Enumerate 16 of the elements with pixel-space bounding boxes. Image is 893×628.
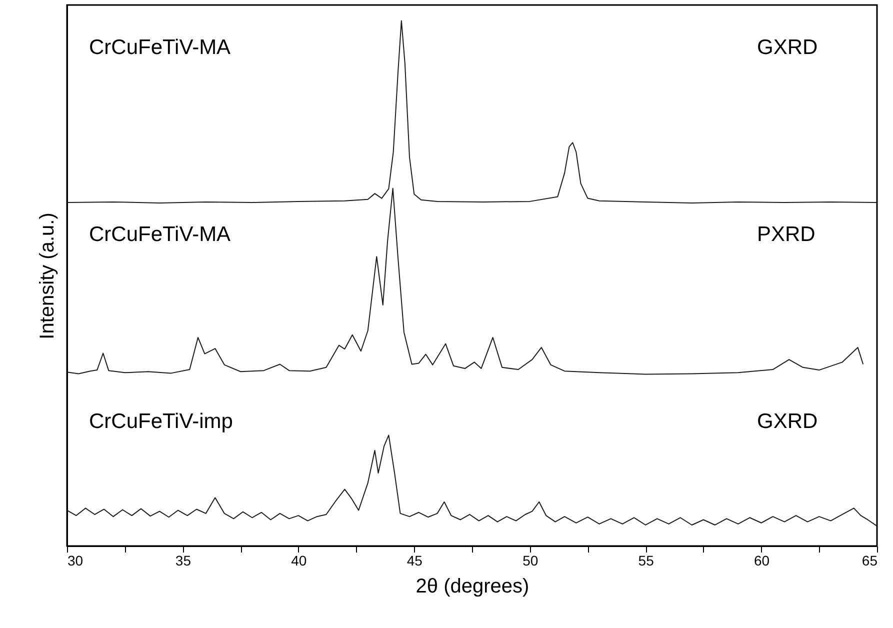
x-axis-title: 2θ (degrees) xyxy=(416,576,530,598)
y-axis-title: Intensity (a.u.) xyxy=(36,212,58,340)
annotation: GXRD xyxy=(757,410,818,433)
x-tick-label: 55 xyxy=(638,552,654,568)
annotation: PXRD xyxy=(757,223,816,246)
x-tick-label: 35 xyxy=(175,552,192,568)
annotation: GXRD xyxy=(757,36,818,59)
annotation: CrCuFeTiV-MA xyxy=(89,223,231,246)
x-tick-label: 50 xyxy=(522,552,538,568)
x-tick-label: 30 xyxy=(68,552,84,568)
x-tick-label: 60 xyxy=(754,552,770,568)
annotation: CrCuFeTiV-imp xyxy=(89,410,233,433)
x-tick-label: 65 xyxy=(862,552,878,568)
x-tick-label: 40 xyxy=(291,552,307,568)
annotation: CrCuFeTiV-MA xyxy=(89,36,231,59)
x-tick-label: 45 xyxy=(406,552,423,568)
